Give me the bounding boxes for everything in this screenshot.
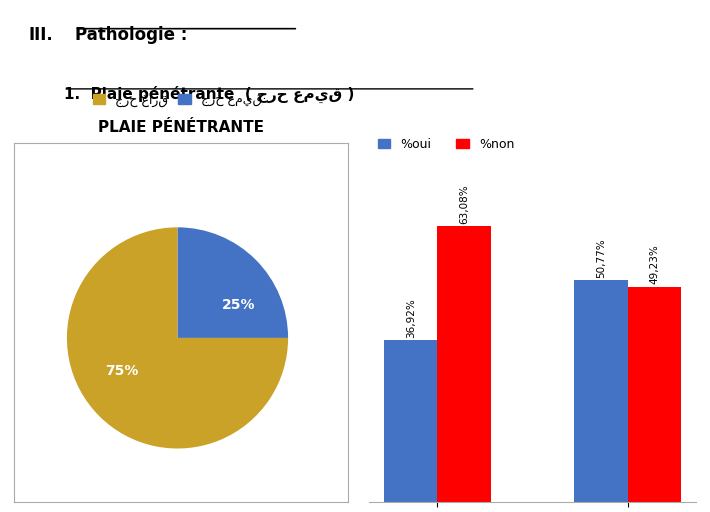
Bar (574, 280, 628, 502)
Text: 49,23%: 49,23% (650, 245, 660, 284)
Text: 75%: 75% (106, 364, 139, 378)
Bar (384, 340, 437, 502)
Text: 1.  Plaie pénétrante  ( جرح عميق ): 1. Plaie pénétrante ( جرح عميق ) (64, 86, 354, 103)
Legend: جرح غارق, جرح عميق: جرح غارق, جرح عميق (89, 90, 266, 111)
Bar (628, 287, 681, 502)
Wedge shape (67, 227, 288, 449)
Text: 50,77%: 50,77% (596, 238, 606, 278)
Text: Pathologie :: Pathologie : (75, 26, 187, 44)
Legend: %oui, %non: %oui, %non (376, 135, 517, 153)
Text: 63,08%: 63,08% (459, 184, 469, 224)
Title: PLAIE PÉNÉTRANTE: PLAIE PÉNÉTRANTE (98, 120, 264, 135)
Text: III.: III. (28, 26, 53, 44)
Text: 25%: 25% (222, 298, 255, 312)
Bar (437, 226, 491, 502)
Text: 36,92%: 36,92% (405, 298, 415, 338)
Wedge shape (178, 227, 288, 338)
